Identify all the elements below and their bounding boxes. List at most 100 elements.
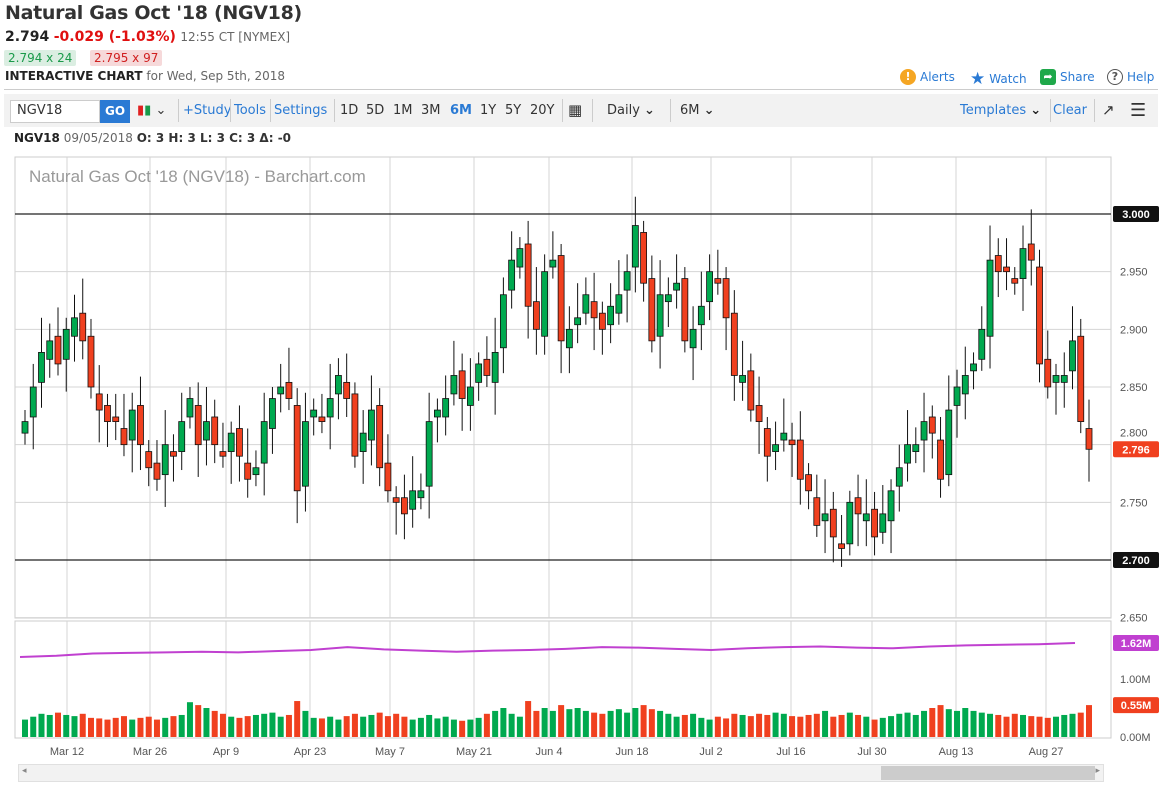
candle — [293, 388, 301, 524]
last-price: 2.794 — [5, 29, 50, 45]
volume-bar — [772, 712, 779, 737]
candle-body — [219, 451, 227, 457]
volume-bar — [558, 705, 565, 737]
range-1y[interactable]: 1Y — [480, 103, 497, 118]
candle-body — [887, 490, 895, 522]
settings-button[interactable]: Settings — [274, 103, 328, 118]
candle-body — [359, 432, 367, 452]
candle — [532, 267, 540, 355]
menu-icon[interactable]: ☰ — [1130, 100, 1147, 121]
candle-body — [79, 312, 87, 342]
candle — [1077, 318, 1085, 434]
range-1m[interactable]: 1M — [393, 103, 413, 118]
volume-bar — [541, 708, 548, 737]
volume-bar — [871, 719, 878, 737]
scroll-left-icon[interactable]: ◂ — [22, 766, 27, 776]
calendar-icon[interactable]: ▦ — [568, 101, 583, 119]
candle-body — [161, 444, 169, 476]
quote-line: 2.794 -0.029 (-1.03%) 12:55 CT [NYMEX] — [5, 29, 290, 45]
candle — [302, 392, 309, 512]
star-icon: ★ — [970, 69, 986, 89]
go-button[interactable]: GO — [100, 100, 130, 123]
candle-body — [615, 294, 623, 314]
templates-dropdown[interactable]: Templates ⌄ — [960, 94, 1041, 127]
volume-bar — [731, 713, 738, 737]
candle — [557, 243, 565, 374]
candle — [978, 306, 986, 371]
candle-body — [401, 497, 408, 515]
volume-bar — [525, 701, 532, 737]
share-link[interactable]: ➦ Share — [1040, 69, 1095, 85]
chart-scrollbar[interactable]: ◂ ▸ — [18, 764, 1104, 782]
tools-button[interactable]: Tools — [234, 103, 267, 118]
candle — [450, 340, 458, 406]
period-dropdown[interactable]: 6M ⌄ — [680, 94, 715, 127]
range-5d[interactable]: 5D — [366, 103, 385, 118]
scrollbar-thumb[interactable] — [881, 766, 1095, 780]
chart-toolbar: NGV18 GO ▮▮ ⌄ +Study Tools Settings 1D 5D… — [4, 94, 1158, 127]
range-1d[interactable]: 1D — [340, 103, 359, 118]
ohlc-readout: NGV18 09/05/2018 O: 3 H: 3 L: 3 C: 3 Δ: … — [14, 131, 291, 145]
volume-bar — [929, 708, 936, 737]
chart-type-dropdown[interactable]: ▮▮ ⌄ — [137, 103, 167, 118]
candle — [986, 225, 994, 369]
candle — [104, 393, 111, 447]
candle-body — [458, 370, 466, 399]
candle-body — [285, 381, 293, 399]
candle — [574, 283, 582, 344]
chevron-down-icon: ⌄ — [703, 103, 715, 118]
volume-bar — [459, 720, 466, 737]
range-20y[interactable]: 20Y — [530, 103, 555, 118]
volume-tick-label: 1.00M — [1120, 674, 1151, 686]
symbol-input[interactable]: NGV18 — [10, 100, 100, 123]
volume-bar — [945, 709, 952, 737]
range-5y[interactable]: 5Y — [505, 103, 522, 118]
help-link[interactable]: ? Help — [1107, 69, 1154, 85]
candle — [681, 267, 689, 353]
volume-bar — [681, 714, 688, 737]
volume-bar — [805, 714, 812, 737]
ohlc-symbol: NGV18 — [14, 131, 60, 145]
clear-button[interactable]: Clear — [1053, 103, 1087, 118]
range-6m[interactable]: 6M — [450, 103, 472, 118]
expand-icon[interactable]: ↗ — [1102, 101, 1115, 119]
last-price-badge — [1113, 441, 1159, 458]
candle-body — [260, 421, 268, 464]
price-chart[interactable]: Mar 12 Mar 26 Apr 9 Apr 23 May 7 May 21 Jun 4 J… — [0, 150, 1172, 762]
candle-body — [772, 444, 779, 452]
volume-bar — [360, 716, 367, 737]
candle-body — [310, 409, 318, 418]
volume-bar — [624, 712, 631, 737]
range-3m[interactable]: 3M — [421, 103, 441, 118]
candle — [854, 474, 862, 547]
candle-body — [244, 462, 252, 480]
candle-body — [937, 439, 944, 480]
volume-bar — [904, 712, 911, 737]
chevron-down-icon: ⌄ — [644, 103, 655, 118]
candle-body — [631, 225, 639, 268]
study-button[interactable]: +Study — [183, 103, 232, 118]
scroll-right-icon[interactable]: ▸ — [1095, 766, 1100, 776]
candle-body — [170, 451, 177, 457]
candle — [1044, 330, 1052, 399]
alerts-link[interactable]: ! Alerts — [900, 69, 955, 85]
interval-dropdown[interactable]: Daily ⌄ — [607, 94, 655, 127]
level-price-badge — [1113, 551, 1159, 568]
candle-body — [607, 305, 615, 326]
candle-body — [541, 271, 549, 337]
volume-bar — [756, 713, 763, 737]
volume-bar — [261, 713, 268, 737]
watch-link[interactable]: ★ Watch — [970, 69, 1027, 89]
candle-body — [961, 375, 969, 395]
candle-body — [1069, 340, 1076, 372]
candle — [211, 399, 219, 464]
candle — [821, 479, 829, 554]
candle — [194, 382, 202, 477]
candle — [475, 352, 483, 401]
volume-bar — [112, 717, 119, 737]
candle-body — [664, 294, 672, 303]
candle — [549, 231, 557, 279]
volume-bar — [1020, 714, 1027, 737]
candle — [747, 353, 755, 422]
candle-body — [1052, 375, 1060, 383]
